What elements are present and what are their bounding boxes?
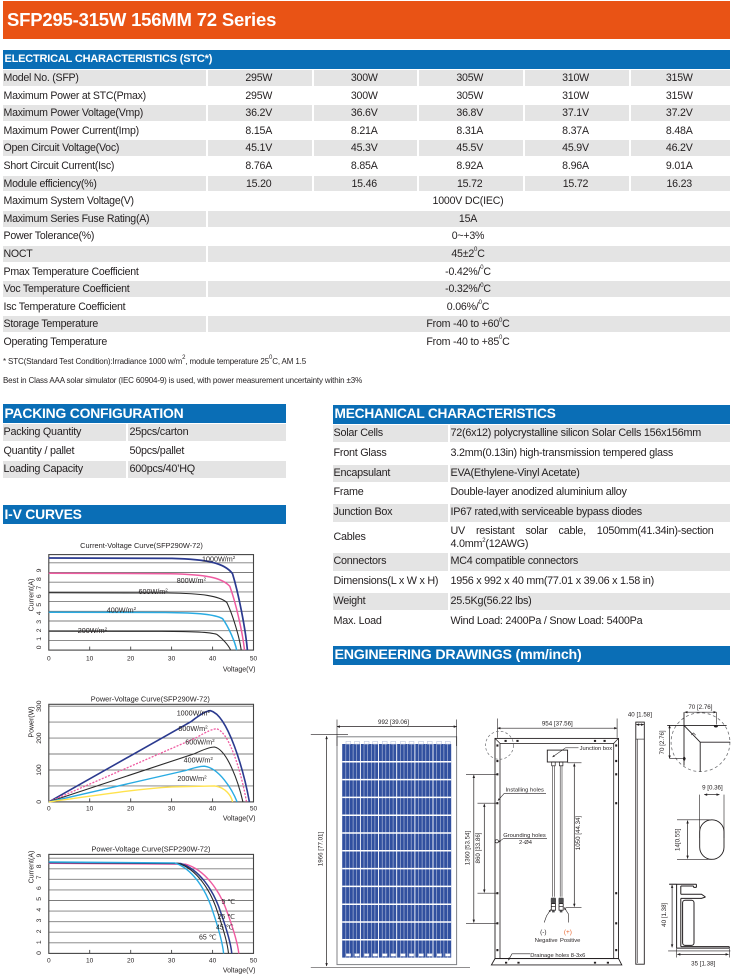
svg-text:30: 30	[168, 656, 176, 663]
svg-text:70 [2.76]: 70 [2.76]	[659, 730, 666, 754]
svg-text:3: 3	[36, 918, 43, 922]
svg-text:Voltage(V): Voltage(V)	[223, 816, 256, 823]
svg-text:300: 300	[36, 700, 43, 712]
svg-text:40: 40	[209, 656, 217, 663]
svg-text:860 [33.86]: 860 [33.86]	[475, 832, 482, 863]
svg-text:20: 20	[127, 806, 135, 813]
svg-text:10: 10	[86, 958, 94, 965]
svg-text:8: 8	[36, 577, 43, 581]
svg-text:(+): (+)	[564, 929, 572, 936]
svg-text:7: 7	[36, 585, 43, 589]
svg-text:992 [39.06]: 992 [39.06]	[378, 719, 409, 726]
svg-text:20: 20	[127, 656, 135, 663]
svg-text:600W/m2: 600W/m2	[139, 587, 169, 596]
svg-text:5: 5	[36, 603, 43, 607]
svg-text:Junction box: Junction box	[580, 746, 613, 752]
svg-text:0: 0	[47, 806, 51, 813]
svg-text:70 [2.76]: 70 [2.76]	[688, 704, 712, 711]
svg-text:1: 1	[36, 637, 43, 641]
svg-text:1360 [53.54]: 1360 [53.54]	[464, 831, 471, 866]
svg-text:0: 0	[47, 656, 51, 663]
svg-text:1000W/m2: 1000W/m2	[177, 709, 211, 718]
svg-text:40 [1.58]: 40 [1.58]	[628, 712, 652, 719]
svg-text:2-Ø4: 2-Ø4	[519, 840, 533, 846]
svg-text:40: 40	[209, 806, 217, 813]
svg-text:1000W/m2: 1000W/m2	[202, 555, 236, 564]
svg-text:9: 9	[36, 568, 43, 572]
svg-text:954 [37.56]: 954 [37.56]	[542, 721, 573, 728]
svg-text:30: 30	[168, 958, 176, 965]
svg-text:6: 6	[36, 886, 43, 890]
svg-text:600W/m2: 600W/m2	[185, 738, 215, 747]
svg-text:Grounding holes: Grounding holes	[503, 833, 546, 839]
svg-text:10: 10	[86, 656, 94, 663]
svg-text:50: 50	[250, 806, 258, 813]
svg-text:3: 3	[36, 620, 43, 624]
svg-text:400W/m2: 400W/m2	[184, 756, 214, 765]
svg-text:Current(A): Current(A)	[29, 579, 36, 612]
svg-text:Power-Voltage Curve(SFP290W-72: Power-Voltage Curve(SFP290W-72)	[91, 695, 210, 704]
svg-text:Positive: Positive	[560, 938, 580, 944]
svg-text:9 [0.36]: 9 [0.36]	[702, 785, 723, 792]
svg-text:45 ℃: 45 ℃	[216, 925, 234, 932]
svg-text:50: 50	[250, 958, 258, 965]
svg-text:14[0.55]: 14[0.55]	[675, 828, 682, 851]
svg-text:0: 0	[36, 645, 43, 649]
svg-text:7: 7	[36, 875, 43, 879]
svg-text:40: 40	[209, 958, 217, 965]
svg-text:0: 0	[47, 958, 51, 965]
svg-text:65 ℃: 65 ℃	[199, 935, 217, 942]
svg-text:2: 2	[36, 628, 43, 632]
svg-text:8: 8	[36, 864, 43, 868]
svg-text:Installing holes: Installing holes	[506, 787, 544, 793]
svg-text:(-): (-)	[540, 929, 546, 936]
svg-text:40 [1.38]: 40 [1.38]	[661, 902, 668, 926]
svg-text:200: 200	[36, 732, 43, 744]
svg-text:6: 6	[36, 594, 43, 598]
svg-text:Voltage(V): Voltage(V)	[223, 968, 256, 975]
svg-text:9: 9	[36, 853, 43, 857]
svg-text:200W/m2: 200W/m2	[78, 626, 108, 635]
svg-text:5 ℃: 5 ℃	[222, 899, 236, 906]
svg-text:20: 20	[127, 958, 135, 965]
svg-text:5: 5	[36, 897, 43, 901]
svg-text:4: 4	[36, 611, 43, 615]
svg-text:400W/m2: 400W/m2	[107, 606, 137, 615]
svg-text:Negative: Negative	[535, 938, 558, 944]
svg-text:0: 0	[36, 951, 43, 955]
svg-text:1: 1	[36, 940, 43, 944]
svg-text:Drainage holes 8-3x6: Drainage holes 8-3x6	[530, 953, 585, 959]
svg-text:1050 [44.34]: 1050 [44.34]	[575, 816, 582, 851]
svg-text:Voltage(V): Voltage(V)	[223, 667, 256, 674]
svg-text:800W/m2: 800W/m2	[177, 576, 207, 585]
svg-text:25 ℃: 25 ℃	[218, 914, 236, 921]
svg-text:200W/m2: 200W/m2	[177, 774, 207, 783]
svg-text:Power(W): Power(W)	[29, 706, 36, 737]
svg-text:2: 2	[36, 929, 43, 933]
svg-text:1966 [77.01]: 1966 [77.01]	[317, 832, 324, 867]
svg-text:50: 50	[250, 656, 258, 663]
svg-text:35 [1.38]: 35 [1.38]	[691, 960, 715, 967]
svg-text:4: 4	[36, 908, 43, 912]
svg-text:800W/m2: 800W/m2	[178, 724, 208, 733]
svg-text:Current-Voltage Curve(SFP290W-: Current-Voltage Curve(SFP290W-72)	[80, 541, 203, 550]
svg-text:100: 100	[36, 764, 43, 776]
svg-text:Current(A): Current(A)	[29, 851, 36, 884]
svg-text:30: 30	[168, 806, 176, 813]
svg-text:Power-Voltage Curve(SFP290W-72: Power-Voltage Curve(SFP290W-72)	[92, 845, 211, 854]
svg-text:0: 0	[36, 800, 43, 804]
svg-text:10: 10	[86, 806, 94, 813]
